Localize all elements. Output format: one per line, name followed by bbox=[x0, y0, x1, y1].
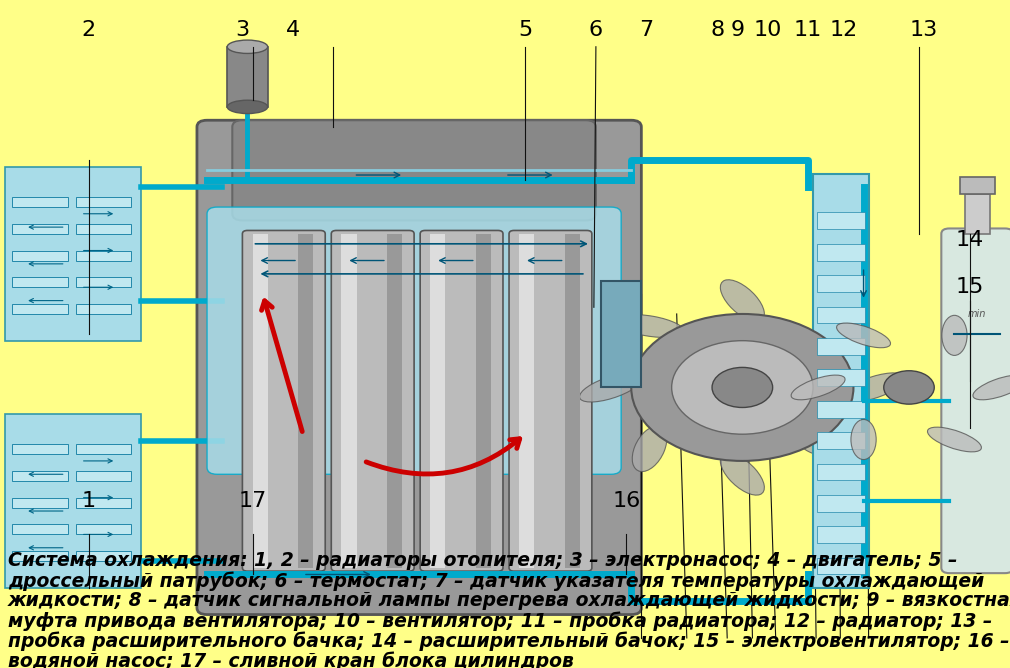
Ellipse shape bbox=[615, 315, 684, 337]
Ellipse shape bbox=[836, 323, 891, 348]
Ellipse shape bbox=[941, 315, 968, 355]
Bar bbox=[960, 177, 995, 194]
Bar bbox=[12, 277, 68, 287]
Text: 5: 5 bbox=[518, 20, 532, 40]
Bar bbox=[817, 275, 865, 292]
Text: min: min bbox=[968, 309, 986, 319]
Text: 17: 17 bbox=[238, 491, 267, 511]
Bar bbox=[76, 524, 131, 534]
FancyBboxPatch shape bbox=[197, 120, 641, 615]
Bar bbox=[817, 526, 865, 543]
FancyBboxPatch shape bbox=[232, 120, 596, 220]
Text: 16: 16 bbox=[612, 491, 640, 511]
Text: 4: 4 bbox=[286, 20, 300, 40]
Bar bbox=[813, 174, 869, 588]
Bar bbox=[12, 224, 68, 234]
Bar bbox=[965, 194, 990, 234]
Bar bbox=[817, 338, 865, 355]
FancyBboxPatch shape bbox=[5, 167, 141, 341]
FancyBboxPatch shape bbox=[331, 230, 414, 571]
FancyBboxPatch shape bbox=[420, 230, 503, 571]
Text: 9: 9 bbox=[730, 20, 744, 40]
Bar bbox=[817, 558, 865, 574]
Ellipse shape bbox=[720, 454, 765, 495]
Bar bbox=[76, 471, 131, 481]
FancyBboxPatch shape bbox=[5, 414, 141, 588]
Text: дроссельный патрубок; 6 – термостат; 7 – датчик указателя температуры охлаждающе: дроссельный патрубок; 6 – термостат; 7 –… bbox=[8, 571, 985, 591]
Bar bbox=[12, 524, 68, 534]
Text: 8: 8 bbox=[710, 20, 724, 40]
Bar bbox=[298, 234, 313, 568]
Bar bbox=[12, 471, 68, 481]
Bar bbox=[76, 304, 131, 314]
Ellipse shape bbox=[801, 438, 870, 460]
Bar bbox=[76, 224, 131, 234]
Bar bbox=[227, 47, 268, 107]
Bar bbox=[12, 444, 68, 454]
Text: Система охлаждения: 1, 2 – радиаторы отопителя; 3 – электронасос; 4 – двигатель;: Система охлаждения: 1, 2 – радиаторы ото… bbox=[8, 551, 957, 570]
Text: 7: 7 bbox=[639, 20, 653, 40]
Bar bbox=[387, 234, 402, 568]
Text: жидкости; 8 – датчик сигнальной лампы перегрева охлаждающей жидкости; 9 – вязкос: жидкости; 8 – датчик сигнальной лампы пе… bbox=[8, 591, 1010, 610]
Bar bbox=[12, 250, 68, 261]
Bar bbox=[76, 551, 131, 561]
FancyBboxPatch shape bbox=[941, 228, 1010, 573]
Circle shape bbox=[884, 371, 934, 404]
Bar bbox=[817, 369, 865, 386]
Ellipse shape bbox=[580, 373, 642, 402]
FancyBboxPatch shape bbox=[207, 207, 621, 474]
Circle shape bbox=[712, 367, 773, 407]
Ellipse shape bbox=[842, 373, 905, 402]
Bar bbox=[12, 197, 68, 207]
Bar bbox=[817, 244, 865, 261]
FancyBboxPatch shape bbox=[509, 230, 592, 571]
Bar bbox=[817, 401, 865, 418]
Bar bbox=[12, 498, 68, 508]
Bar bbox=[76, 197, 131, 207]
Ellipse shape bbox=[973, 375, 1010, 399]
Ellipse shape bbox=[227, 100, 268, 114]
Bar bbox=[519, 234, 534, 568]
Bar bbox=[817, 212, 865, 229]
Text: водяной насос; 17 – сливной кран блока цилиндров: водяной насос; 17 – сливной кран блока ц… bbox=[8, 651, 574, 668]
Ellipse shape bbox=[927, 427, 982, 452]
Ellipse shape bbox=[791, 375, 845, 399]
Bar bbox=[252, 234, 268, 568]
Ellipse shape bbox=[227, 40, 268, 53]
Text: 1: 1 bbox=[82, 491, 96, 511]
FancyBboxPatch shape bbox=[242, 230, 325, 571]
Bar bbox=[341, 234, 357, 568]
Bar bbox=[76, 444, 131, 454]
Bar bbox=[817, 307, 865, 323]
Text: 14: 14 bbox=[955, 230, 984, 250]
Text: 6: 6 bbox=[589, 20, 603, 40]
Bar bbox=[817, 464, 865, 480]
Text: 13: 13 bbox=[910, 20, 938, 40]
Bar bbox=[817, 432, 865, 449]
Bar bbox=[430, 234, 445, 568]
Bar bbox=[565, 234, 580, 568]
Ellipse shape bbox=[720, 280, 765, 321]
Text: 10: 10 bbox=[753, 20, 782, 40]
Bar bbox=[76, 250, 131, 261]
Bar bbox=[12, 551, 68, 561]
Ellipse shape bbox=[818, 303, 852, 349]
Text: муфта привода вентилятора; 10 – вентилятор; 11 – пробка радиатора; 12 – радиатор: муфта привода вентилятора; 10 – вентилят… bbox=[8, 611, 993, 631]
Text: 3: 3 bbox=[235, 20, 249, 40]
Bar bbox=[76, 498, 131, 508]
Text: 11: 11 bbox=[794, 20, 822, 40]
Text: 2: 2 bbox=[82, 20, 96, 40]
Text: 15: 15 bbox=[955, 277, 984, 297]
Ellipse shape bbox=[850, 420, 876, 460]
Circle shape bbox=[631, 314, 853, 461]
Bar bbox=[817, 495, 865, 512]
Bar bbox=[476, 234, 491, 568]
Circle shape bbox=[672, 341, 813, 434]
Bar bbox=[76, 277, 131, 287]
Text: 12: 12 bbox=[829, 20, 857, 40]
Text: пробка расширительного бачка; 14 – расширительный бачок; 15 – электровентилятор;: пробка расширительного бачка; 14 – расши… bbox=[8, 631, 1010, 651]
Bar bbox=[12, 304, 68, 314]
Ellipse shape bbox=[632, 426, 667, 472]
Bar bbox=[601, 281, 641, 387]
